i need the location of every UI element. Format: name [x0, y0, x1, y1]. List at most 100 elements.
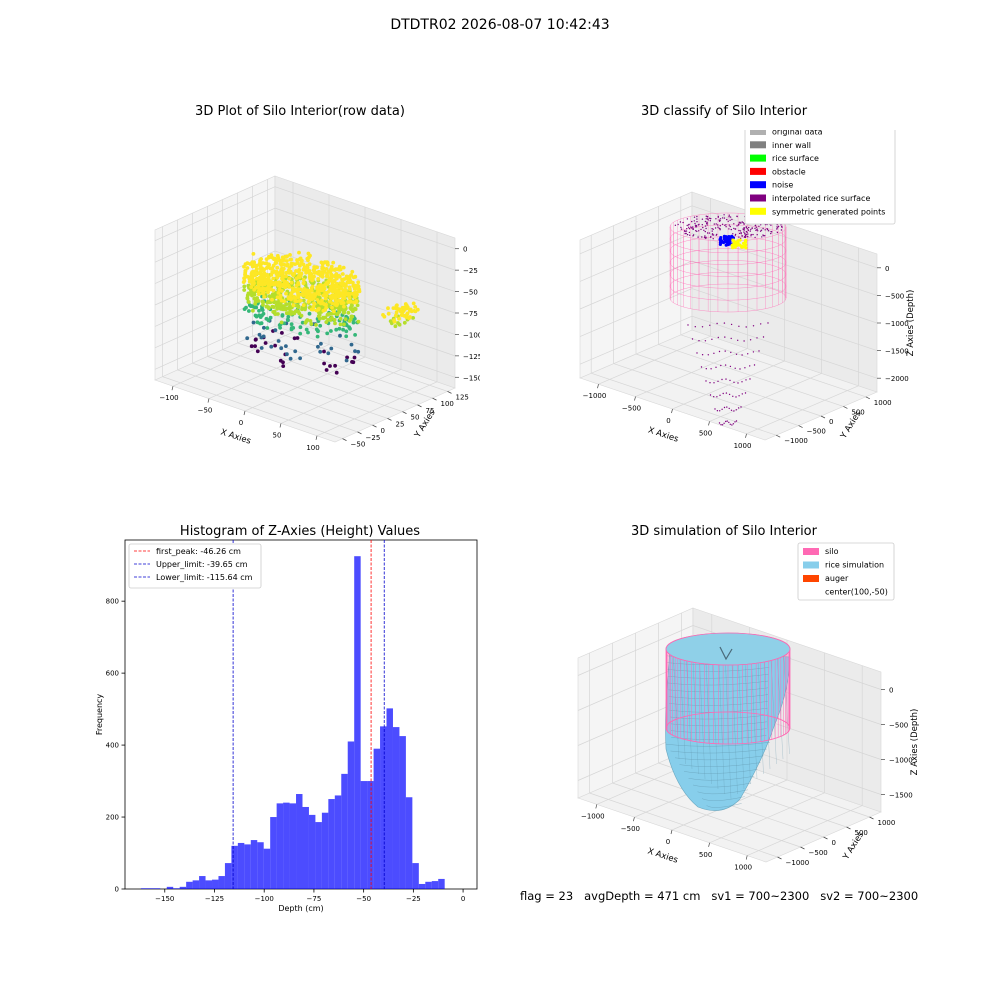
p1-data-point	[324, 274, 329, 279]
p1-data-point	[321, 316, 326, 321]
p1-data-point	[284, 344, 288, 348]
p1-data-point	[411, 316, 415, 320]
p1-data-point	[299, 271, 304, 276]
p4-legend-swatch	[803, 548, 819, 555]
p1-data-point	[253, 337, 258, 342]
p2-grid-line	[591, 372, 777, 436]
p4-rice-mesh-line	[679, 650, 686, 765]
p4-rice-mesh-line	[672, 650, 680, 760]
p1-data-point	[349, 273, 353, 277]
p1-data-point	[293, 299, 298, 303]
p2-noise-point	[727, 240, 731, 244]
p1-data-point	[312, 271, 317, 275]
p2-surface-point	[717, 226, 719, 228]
p2-surface-point	[745, 326, 747, 328]
p1-data-point	[354, 300, 358, 305]
p2-surface-point	[705, 237, 707, 240]
p1-data-point	[308, 319, 313, 323]
p1-data-point	[323, 296, 328, 301]
p2-surface-point	[729, 423, 731, 425]
p1-data-point	[312, 301, 316, 306]
p1-data-point	[247, 303, 252, 307]
p1-data-point	[350, 314, 355, 319]
p2-y-tick	[843, 406, 848, 409]
p3-y-label: Frequency	[95, 694, 104, 736]
p1-data-point	[334, 275, 339, 279]
p1-grid-line	[208, 344, 330, 399]
p2-surface-point	[736, 225, 738, 227]
p2-surface-point	[704, 230, 706, 233]
p1-data-point	[242, 279, 247, 283]
p1-data-point	[338, 333, 342, 338]
p3-bar	[153, 888, 161, 889]
p2-surface-point	[723, 217, 726, 219]
p1-data-point	[247, 309, 251, 313]
p1-grid-line	[222, 349, 403, 412]
p1-data-point	[263, 278, 268, 282]
p1-data-point	[329, 264, 334, 269]
panel4-title: 3D simulation of Silo Interior	[631, 524, 817, 539]
p1-data-point	[280, 276, 284, 281]
p1-data-point	[324, 305, 329, 310]
p1-data-point	[245, 296, 250, 301]
p2-surface-point	[733, 381, 735, 383]
p2-surface-point	[694, 222, 696, 225]
p1-data-point	[297, 257, 302, 262]
p1-data-point	[268, 315, 273, 320]
p1-data-point	[322, 349, 326, 354]
p4-legend-label: rice simulation	[825, 561, 884, 570]
p2-surface-point	[695, 226, 698, 228]
p3-bar	[147, 888, 154, 889]
p4-y-tick-label: 0	[832, 839, 836, 847]
p2-surface-point	[729, 225, 731, 228]
p1-data-point	[271, 281, 276, 285]
p2-surface-point	[742, 222, 744, 224]
p1-data-point	[287, 301, 292, 306]
p1-data-point	[331, 260, 336, 265]
p1-data-point	[260, 272, 265, 277]
p4-y-tick-label: 500	[855, 829, 868, 837]
p4-rice-mesh-line	[737, 650, 745, 790]
p3-bar	[199, 876, 206, 889]
p1-data-point	[252, 281, 256, 286]
p4-x-tick-label: 500	[699, 851, 712, 859]
p2-legend-label: obstacle	[772, 167, 806, 176]
p1-data-point	[316, 344, 320, 349]
p2-surface-point	[686, 228, 688, 230]
p2-surface-point	[696, 221, 698, 223]
p3-bar	[192, 880, 200, 889]
p2-surface-point	[737, 339, 739, 341]
p1-data-point	[297, 250, 301, 255]
p4-auger	[719, 646, 733, 661]
p1-data-point	[281, 262, 286, 266]
p3-y-tick-label: 400	[106, 742, 119, 750]
p2-surface-point	[725, 226, 727, 228]
p1-data-point	[259, 269, 264, 273]
p2-surface-point	[704, 220, 707, 223]
p1-data-point	[280, 255, 285, 260]
p1-data-point	[323, 302, 327, 307]
p1-data-point	[338, 316, 343, 321]
p1-data-point	[330, 301, 335, 306]
p1-data-point	[333, 363, 337, 368]
p2-surface-point	[739, 230, 742, 232]
p2-noise-point	[724, 235, 728, 239]
p1-data-point	[264, 261, 269, 266]
p1-data-point	[405, 311, 410, 316]
p2-surface-point	[776, 226, 779, 228]
p1-data-point	[303, 320, 308, 325]
p4-rice-mesh-line	[701, 796, 745, 801]
p1-x-tick-label: 100	[306, 444, 319, 452]
p2-z-tick-label: 0	[885, 265, 889, 273]
p1-y-tick-label: 25	[396, 420, 405, 428]
p2-surface-point	[746, 228, 748, 230]
p2-surface-point	[731, 424, 733, 426]
p1-data-point	[287, 276, 292, 281]
p2-surface-point	[740, 406, 742, 408]
p1-data-point	[280, 313, 285, 318]
p2-surface-point	[723, 214, 725, 216]
p2-grid-line	[680, 334, 866, 398]
p1-data-point	[315, 265, 319, 270]
p4-legend-box	[797, 542, 895, 601]
p2-surface-point	[713, 352, 715, 354]
